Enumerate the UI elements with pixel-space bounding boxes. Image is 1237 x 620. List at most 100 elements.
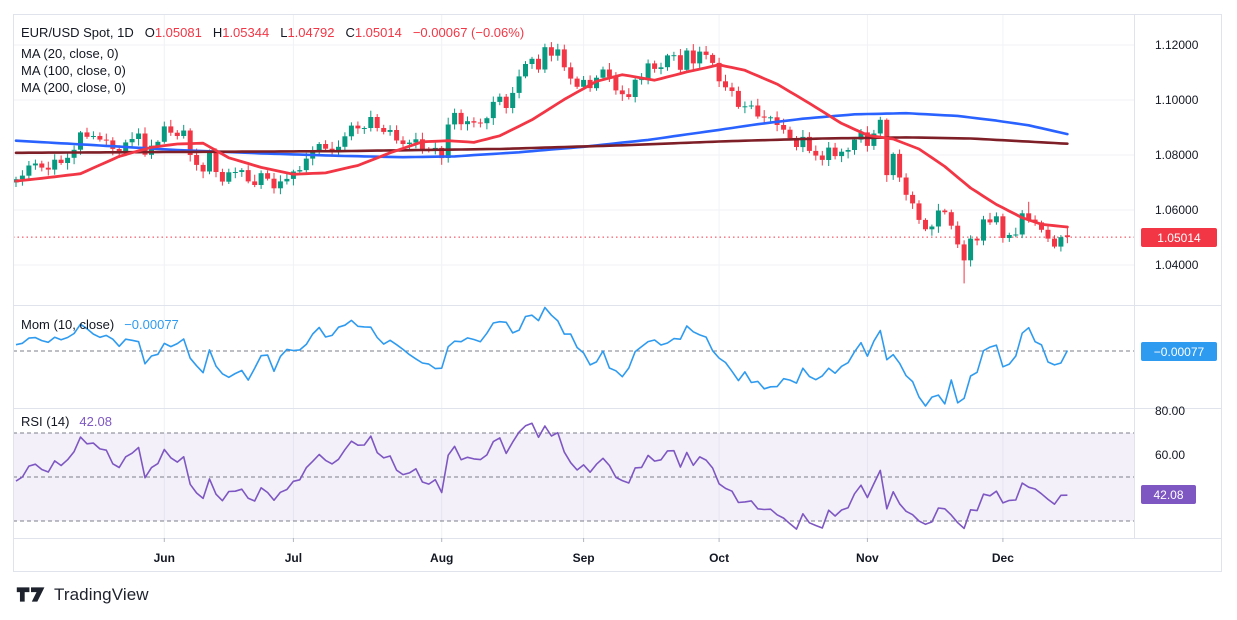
price-axis-label: 1.06000 [1155, 203, 1199, 217]
ma-20-legend[interactable]: MA (20, close, 0) [21, 46, 119, 61]
candle-body [97, 136, 103, 140]
candle-body [52, 159, 58, 170]
candle-body [858, 132, 864, 140]
candle-body [716, 62, 722, 82]
candle-body [1019, 213, 1025, 235]
candle-body [45, 167, 51, 170]
rsi-legend-value: 42.08 [79, 414, 112, 429]
candle-body [639, 79, 645, 81]
candle-body [174, 132, 180, 136]
candle-body [39, 163, 45, 168]
candle-body [136, 133, 142, 139]
time-axis-label-dec: Dec [991, 551, 1014, 565]
panel-borders [13, 14, 1222, 572]
candle-body [877, 119, 883, 134]
candle-body [458, 112, 464, 125]
candle-body [606, 69, 612, 77]
momentum-pane[interactable] [13, 305, 1134, 408]
candle-body [510, 92, 516, 108]
candle-body [348, 125, 354, 137]
candle-body [200, 164, 206, 172]
time-axis-label-jul: Jul [284, 551, 303, 565]
candle-body [271, 178, 277, 189]
candle-body [471, 121, 477, 123]
candle-body [419, 139, 425, 150]
candle-body [613, 76, 619, 91]
candle-body [600, 69, 606, 78]
candle-body [226, 172, 232, 182]
price-axis-label: 1.08000 [1155, 148, 1199, 162]
time-axis-label-aug: Aug [430, 551, 454, 565]
candle-body [910, 194, 916, 204]
candle-body [968, 238, 974, 261]
candle-body [284, 178, 290, 182]
candle-body [213, 152, 219, 172]
candle-body [297, 170, 303, 172]
candle-body [155, 141, 161, 146]
symbol-legend[interactable]: EUR/USD Spot, 1D O1.05081 H1.05344 L1.04… [21, 24, 524, 41]
rsi-legend[interactable]: RSI (14) 42.08 [21, 413, 112, 430]
candle-body [368, 117, 374, 128]
ma-100-legend[interactable]: MA (100, close, 0) [21, 63, 126, 78]
candle-body [1064, 235, 1070, 238]
momentum-legend[interactable]: Mom (10, close) −0.00077 [21, 316, 179, 333]
candle-body [619, 90, 625, 95]
last-price-badge: 1.05014 [1141, 228, 1217, 247]
rsi-pane[interactable] [13, 408, 1134, 538]
candle-body [323, 144, 329, 149]
candle-body [32, 163, 38, 166]
candle-body [787, 129, 793, 139]
candle-body [497, 96, 503, 102]
time-scale[interactable] [13, 538, 1222, 572]
candle-body [439, 147, 445, 159]
candle-body [452, 112, 458, 125]
candle-body [574, 78, 580, 87]
candle-body [852, 139, 857, 150]
candle-body [168, 126, 174, 133]
rsi-value-badge: 42.08 [1141, 485, 1196, 504]
candle-body [1013, 234, 1019, 236]
candle-body [665, 55, 670, 68]
candle-body [819, 155, 825, 160]
tradingview-brand[interactable]: TradingView [16, 584, 149, 605]
candle-body [768, 117, 774, 119]
candle-body [1006, 235, 1012, 238]
candle-body [697, 51, 703, 64]
candle-body [394, 130, 400, 141]
candle-body [632, 79, 638, 97]
candle-body [542, 47, 548, 70]
candle-body [258, 173, 264, 185]
ohlc-high: H1.05344 [212, 25, 270, 40]
time-axis-label-sep: Sep [572, 551, 595, 565]
candle-body [103, 139, 109, 141]
candle-body [548, 47, 554, 56]
candle-body [729, 87, 735, 91]
candle-body [1026, 213, 1032, 220]
candle-body [516, 76, 522, 93]
candle-body [381, 128, 387, 132]
candle-body [219, 172, 225, 182]
candle-body [245, 170, 251, 182]
momentum-line [15, 306, 1069, 407]
rsi-line [15, 422, 1068, 530]
candles [13, 42, 1070, 284]
candle-body [781, 125, 787, 130]
candle-body [1058, 237, 1064, 247]
ma-200-legend[interactable]: MA (200, close, 0) [21, 80, 126, 95]
candle-body [1000, 216, 1006, 238]
symbol-title[interactable]: EUR/USD Spot, 1D [21, 25, 134, 40]
time-axis-label-jun: Jun [153, 551, 175, 565]
candle-body [523, 64, 528, 77]
candle-body [277, 181, 283, 189]
candle-body [26, 165, 32, 176]
candle-body [194, 155, 200, 165]
ma20-line [14, 63, 1069, 229]
candle-body [336, 146, 341, 152]
candle-body [794, 138, 799, 147]
candle-body [239, 170, 245, 172]
candle-body [387, 130, 393, 132]
candle-body [626, 94, 632, 97]
candle-body [948, 212, 954, 226]
price-axis-label: 1.04000 [1155, 258, 1199, 272]
